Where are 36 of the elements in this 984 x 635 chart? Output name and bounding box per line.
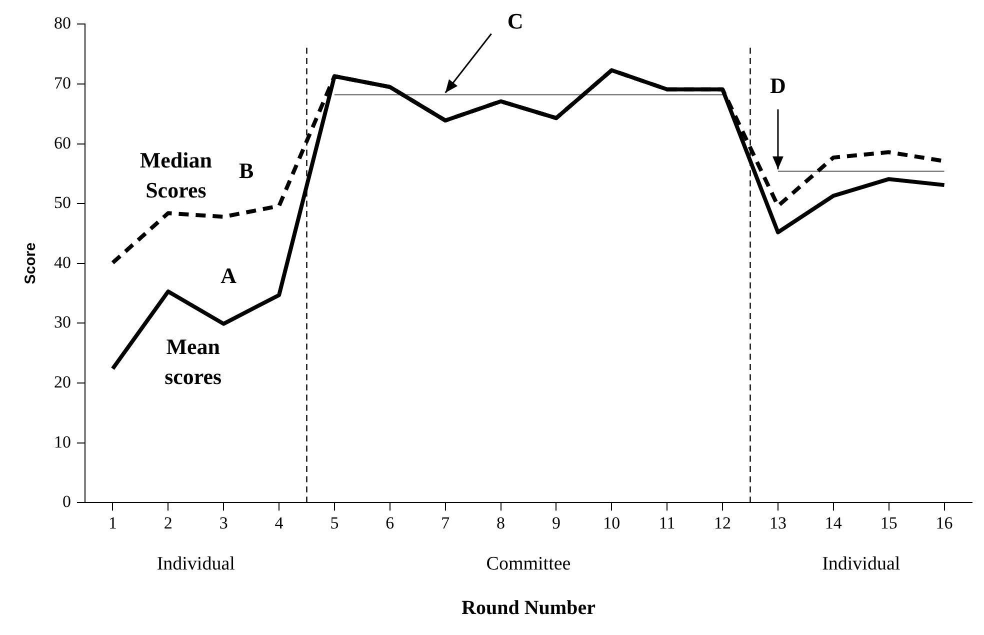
x-tick-label: 14: [824, 513, 842, 532]
y-axis-title: Score: [22, 242, 40, 284]
text: Committee: [486, 554, 571, 575]
x-tick-label: 2: [164, 513, 172, 532]
x-tick-label: 6: [386, 513, 394, 532]
annotation: A: [220, 262, 237, 288]
annotation: B: [238, 158, 254, 184]
annotation: D: [770, 72, 786, 98]
y-tick-label: 20: [54, 372, 71, 392]
y-tick-label: 10: [54, 432, 71, 452]
x-tick-label: 12: [714, 513, 732, 532]
x-tick-label: 3: [219, 513, 228, 532]
y-tick-label: 80: [54, 14, 71, 33]
y-tick-label: 30: [54, 312, 71, 332]
x-tick-label: 11: [658, 513, 676, 532]
y-tick-label: 50: [54, 193, 71, 212]
text: Individual: [822, 554, 900, 575]
y-tick-label: 0: [62, 492, 71, 512]
x-tick-label: 15: [880, 513, 898, 532]
annotation: Median Scores: [140, 147, 212, 202]
x-tick-label: 10: [603, 513, 620, 532]
x-tick-label: 5: [330, 513, 339, 532]
annotation: C: [507, 8, 524, 34]
text: Individual: [156, 554, 235, 575]
y-tick-label: 40: [54, 252, 71, 272]
x-axis-title: Round Number: [462, 597, 596, 620]
x-tick-label: 13: [769, 513, 786, 532]
x-tick-label: 8: [496, 513, 506, 532]
x-tick-label: 9: [552, 513, 560, 532]
x-tick-label: 1: [108, 513, 117, 532]
y-tick-label: 60: [54, 133, 71, 152]
x-tick-label: 4: [274, 513, 284, 532]
y-tick-label: 70: [54, 73, 71, 92]
annotation: Mean scores: [164, 334, 222, 389]
x-tick-label: 7: [441, 513, 450, 532]
x-tick-label: 16: [936, 513, 953, 532]
